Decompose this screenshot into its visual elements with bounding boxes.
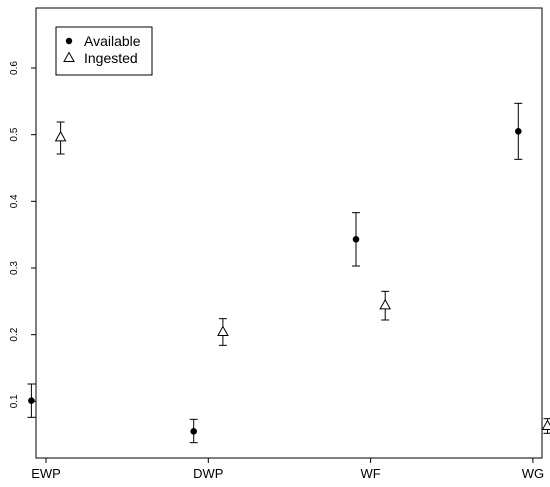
y-axis: 0.1 0.2 0.3 0.4 0.5 0.6 [9, 61, 36, 408]
x-tick-label: WG [522, 466, 544, 481]
available-marker [190, 428, 197, 435]
ingested-marker [541, 419, 550, 430]
data-point [379, 290, 392, 321]
data-point [351, 212, 360, 267]
data-point [514, 102, 523, 160]
x-tick-label: EWP [31, 466, 61, 481]
y-tick-label: 0.5 [9, 127, 20, 141]
x-axis: EWP DWP WF WG [31, 458, 544, 481]
data-point [541, 418, 550, 434]
data-point [189, 418, 198, 444]
plot-frame [35, 7, 543, 459]
data-point [27, 383, 36, 418]
legend-ingested-marker [63, 51, 75, 62]
y-tick-label: 0.4 [9, 194, 20, 208]
x-tick-label: DWP [193, 466, 223, 481]
ingested-marker [217, 325, 229, 336]
y-tick-label: 0.3 [9, 261, 20, 275]
ingested-marker [54, 130, 67, 142]
available-marker [28, 397, 35, 404]
available-marker [352, 236, 360, 243]
y-tick-label: 0.1 [9, 394, 20, 408]
data-point [217, 318, 229, 346]
legend-available-marker [65, 37, 73, 45]
series-layer [27, 102, 550, 444]
legend-available-label: Available [84, 33, 141, 49]
y-tick-label: 0.2 [9, 327, 20, 341]
data-point [54, 121, 67, 155]
ingested-marker [379, 298, 392, 310]
available-marker [514, 128, 522, 135]
legend-box [55, 26, 153, 76]
y-tick-label: 0.6 [9, 61, 20, 75]
legend: Available Ingested [55, 26, 153, 76]
x-tick-label: WF [360, 466, 380, 481]
legend-ingested-label: Ingested [84, 50, 138, 66]
